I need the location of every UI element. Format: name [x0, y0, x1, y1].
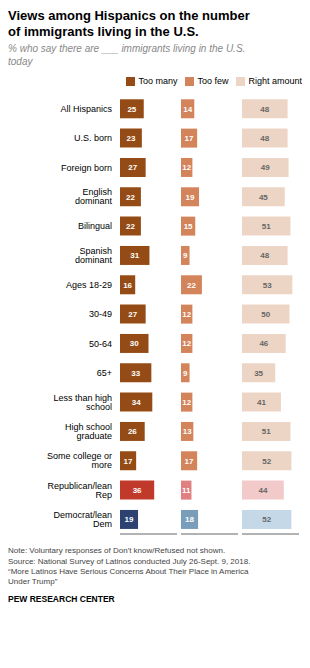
svg-text:Spanishdominant: Spanishdominant: [75, 246, 113, 265]
html-text:% who say there are ___ immigr: % who say there are ___ immigrants livin…: [8, 43, 246, 67]
svg-text:Republican/leanRep: Republican/leanRep: [47, 481, 112, 500]
svg-text:65+: 65+: [97, 368, 112, 378]
svg-text:48: 48: [260, 134, 269, 143]
svg-text:Democrat/leanDem: Democrat/leanDem: [53, 510, 112, 529]
svg-text:Foreign born: Foreign born: [61, 163, 112, 173]
svg-text:U.S. born: U.S. born: [74, 133, 112, 143]
svg-text:Bilingual: Bilingual: [78, 221, 112, 231]
svg-text:50-64: 50-64: [89, 339, 112, 349]
svg-text:Englishdominant: Englishdominant: [75, 188, 113, 207]
svg-text:25: 25: [127, 105, 136, 114]
svg-text:Less than highschool: Less than highschool: [53, 393, 112, 412]
svg-text:27: 27: [128, 163, 137, 172]
svg-text:All Hispanics: All Hispanics: [60, 104, 112, 114]
svg-text:19: 19: [186, 193, 195, 202]
svg-text:30: 30: [130, 339, 139, 348]
html-text:Too many: Too many: [138, 76, 178, 87]
svg-text:18: 18: [185, 515, 194, 524]
svg-text:41: 41: [257, 398, 266, 407]
svg-text:19: 19: [125, 515, 134, 524]
svg-text:22: 22: [126, 193, 135, 202]
html-text:Too few: Too few: [197, 76, 229, 87]
svg-text:45: 45: [259, 193, 268, 202]
svg-text:12: 12: [182, 339, 191, 348]
html-text:Views among Hispanics on the n: Views among Hispanics on the number of i…: [8, 8, 250, 39]
svg-text:48: 48: [260, 251, 269, 260]
svg-text:35: 35: [254, 369, 263, 378]
svg-text:14: 14: [183, 105, 192, 114]
svg-text:51: 51: [262, 427, 271, 436]
svg-text:High schoolgraduate: High schoolgraduate: [65, 422, 112, 441]
svg-text:22: 22: [187, 281, 196, 290]
svg-text:9: 9: [183, 369, 188, 378]
svg-text:12: 12: [182, 310, 191, 319]
svg-text:52: 52: [262, 515, 271, 524]
svg-text:34: 34: [132, 398, 141, 407]
svg-text:22: 22: [126, 222, 135, 231]
svg-text:48: 48: [260, 105, 269, 114]
svg-text:26: 26: [128, 427, 137, 436]
svg-text:49: 49: [261, 163, 270, 172]
svg-text:17: 17: [185, 134, 194, 143]
svg-text:13: 13: [183, 427, 192, 436]
svg-text:12: 12: [182, 398, 191, 407]
svg-text:30-49: 30-49: [89, 309, 112, 319]
svg-text:11: 11: [182, 486, 191, 495]
svg-text:9: 9: [183, 251, 188, 260]
svg-text:31: 31: [130, 251, 139, 260]
svg-text:23: 23: [126, 134, 135, 143]
html-text:PEW RESEARCH CENTER: PEW RESEARCH CENTER: [8, 593, 115, 604]
svg-text:12: 12: [182, 163, 191, 172]
svg-text:15: 15: [184, 222, 193, 231]
svg-text:Ages 18-29: Ages 18-29: [66, 280, 112, 290]
html-text:Note: Voluntary responses of D: Note: Voluntary responses of Don't know/…: [8, 546, 251, 587]
html-text:Right amount: Right amount: [248, 76, 302, 87]
svg-text:17: 17: [124, 457, 133, 466]
svg-text:27: 27: [128, 310, 137, 319]
svg-text:36: 36: [133, 486, 142, 495]
svg-text:52: 52: [262, 457, 271, 466]
svg-text:33: 33: [131, 369, 140, 378]
svg-text:17: 17: [185, 457, 194, 466]
svg-text:50: 50: [261, 310, 270, 319]
svg-text:53: 53: [263, 281, 272, 290]
svg-text:46: 46: [259, 339, 268, 348]
svg-text:Some college ormore: Some college ormore: [47, 452, 112, 471]
svg-text:51: 51: [262, 222, 271, 231]
svg-text:16: 16: [123, 281, 132, 290]
svg-text:44: 44: [258, 486, 267, 495]
